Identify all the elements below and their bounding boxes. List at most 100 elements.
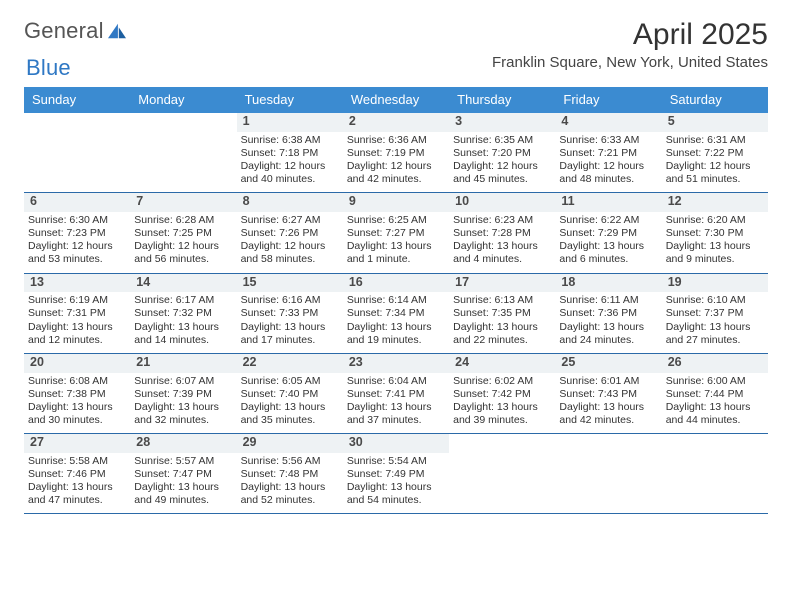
daylight-line: Daylight: 12 hours and 58 minutes. [241,240,339,266]
day-details: Sunrise: 6:30 AMSunset: 7:23 PMDaylight:… [24,212,130,273]
day-number [130,113,236,132]
sunset-line: Sunset: 7:36 PM [559,307,657,320]
sunrise-line: Sunrise: 6:33 AM [559,134,657,147]
weekday-header: Saturday [662,87,768,113]
daylight-line: Daylight: 13 hours and 6 minutes. [559,240,657,266]
daylight-line: Daylight: 12 hours and 48 minutes. [559,160,657,186]
daylight-line: Daylight: 12 hours and 53 minutes. [28,240,126,266]
sunrise-line: Sunrise: 6:04 AM [347,375,445,388]
sunset-line: Sunset: 7:31 PM [28,307,126,320]
sunrise-line: Sunrise: 6:08 AM [28,375,126,388]
sunset-line: Sunset: 7:43 PM [559,388,657,401]
sunset-line: Sunset: 7:23 PM [28,227,126,240]
sunrise-line: Sunrise: 6:23 AM [453,214,551,227]
daylight-line: Daylight: 13 hours and 37 minutes. [347,401,445,427]
day-number: 14 [130,274,236,293]
daylight-line: Daylight: 13 hours and 1 minute. [347,240,445,266]
sunrise-line: Sunrise: 6:13 AM [453,294,551,307]
day-details: Sunrise: 6:08 AMSunset: 7:38 PMDaylight:… [24,373,130,434]
sunrise-line: Sunrise: 6:22 AM [559,214,657,227]
daylight-line: Daylight: 13 hours and 19 minutes. [347,321,445,347]
day-cell: 8Sunrise: 6:27 AMSunset: 7:26 PMDaylight… [237,193,343,272]
day-cell: 12Sunrise: 6:20 AMSunset: 7:30 PMDayligh… [662,193,768,272]
calendar-week: 13Sunrise: 6:19 AMSunset: 7:31 PMDayligh… [24,274,768,354]
sunrise-line: Sunrise: 6:27 AM [241,214,339,227]
sunrise-line: Sunrise: 6:16 AM [241,294,339,307]
day-details: Sunrise: 6:19 AMSunset: 7:31 PMDaylight:… [24,292,130,353]
day-number: 22 [237,354,343,373]
sunset-line: Sunset: 7:26 PM [241,227,339,240]
day-number: 29 [237,434,343,453]
calendar-week: 20Sunrise: 6:08 AMSunset: 7:38 PMDayligh… [24,354,768,434]
daylight-line: Daylight: 13 hours and 30 minutes. [28,401,126,427]
day-number: 7 [130,193,236,212]
sunrise-line: Sunrise: 6:00 AM [666,375,764,388]
logo-word-1: General [24,18,104,44]
day-details: Sunrise: 6:11 AMSunset: 7:36 PMDaylight:… [555,292,661,353]
sunset-line: Sunset: 7:48 PM [241,468,339,481]
daylight-line: Daylight: 13 hours and 9 minutes. [666,240,764,266]
page-title: April 2025 [492,18,768,52]
day-number [662,434,768,453]
day-details: Sunrise: 6:02 AMSunset: 7:42 PMDaylight:… [449,373,555,434]
calendar-week: 1Sunrise: 6:38 AMSunset: 7:18 PMDaylight… [24,113,768,193]
sunset-line: Sunset: 7:21 PM [559,147,657,160]
sunrise-line: Sunrise: 6:05 AM [241,375,339,388]
day-details: Sunrise: 6:04 AMSunset: 7:41 PMDaylight:… [343,373,449,434]
daylight-line: Daylight: 13 hours and 49 minutes. [134,481,232,507]
daylight-line: Daylight: 13 hours and 39 minutes. [453,401,551,427]
day-number: 17 [449,274,555,293]
empty-cell [130,113,236,192]
weekday-header: Monday [130,87,236,113]
day-number: 21 [130,354,236,373]
day-number: 5 [662,113,768,132]
day-number: 11 [555,193,661,212]
sunset-line: Sunset: 7:25 PM [134,227,232,240]
day-cell: 11 Sunrise: 6:22 AMSunset: 7:29 PMDayligh… [555,193,661,272]
day-cell: 24Sunrise: 6:02 AMSunset: 7:42 PMDayligh… [449,354,555,433]
day-details: Sunrise: 5:54 AMSunset: 7:49 PMDaylight:… [343,453,449,514]
day-cell: 26Sunrise: 6:00 AMSunset: 7:44 PMDayligh… [662,354,768,433]
sunrise-line: Sunrise: 6:10 AM [666,294,764,307]
day-cell: 15Sunrise: 6:16 AMSunset: 7:33 PMDayligh… [237,274,343,353]
day-details: Sunrise: 6:10 AMSunset: 7:37 PMDaylight:… [662,292,768,353]
day-cell: 30Sunrise: 5:54 AMSunset: 7:49 PMDayligh… [343,434,449,513]
sunset-line: Sunset: 7:18 PM [241,147,339,160]
weekday-header: Friday [555,87,661,113]
day-number: 13 [24,274,130,293]
sunset-line: Sunset: 7:30 PM [666,227,764,240]
sunset-line: Sunset: 7:35 PM [453,307,551,320]
day-number: 4 [555,113,661,132]
day-number: 16 [343,274,449,293]
sunset-line: Sunset: 7:47 PM [134,468,232,481]
sunset-line: Sunset: 7:44 PM [666,388,764,401]
day-number: 30 [343,434,449,453]
day-details: Sunrise: 6:14 AMSunset: 7:34 PMDaylight:… [343,292,449,353]
day-number: 15 [237,274,343,293]
sunrise-line: Sunrise: 6:11 AM [559,294,657,307]
sunrise-line: Sunrise: 5:56 AM [241,455,339,468]
day-details: Sunrise: 6:25 AMSunset: 7:27 PMDaylight:… [343,212,449,273]
day-details: Sunrise: 6:20 AMSunset: 7:30 PMDaylight:… [662,212,768,273]
sunrise-line: Sunrise: 6:17 AM [134,294,232,307]
calendar-grid: SundayMondayTuesdayWednesdayThursdayFrid… [24,87,768,514]
day-number: 25 [555,354,661,373]
sunset-line: Sunset: 7:33 PM [241,307,339,320]
empty-cell [555,434,661,513]
day-details: Sunrise: 6:05 AMSunset: 7:40 PMDaylight:… [237,373,343,434]
sunset-line: Sunset: 7:29 PM [559,227,657,240]
day-number: 24 [449,354,555,373]
day-details: Sunrise: 6:35 AMSunset: 7:20 PMDaylight:… [449,132,555,193]
empty-cell [449,434,555,513]
sunset-line: Sunset: 7:20 PM [453,147,551,160]
daylight-line: Daylight: 13 hours and 12 minutes. [28,321,126,347]
day-cell: 22Sunrise: 6:05 AMSunset: 7:40 PMDayligh… [237,354,343,433]
day-number: 28 [130,434,236,453]
day-number: 3 [449,113,555,132]
sunrise-line: Sunrise: 6:02 AM [453,375,551,388]
daylight-line: Daylight: 13 hours and 42 minutes. [559,401,657,427]
daylight-line: Daylight: 13 hours and 44 minutes. [666,401,764,427]
daylight-line: Daylight: 13 hours and 35 minutes. [241,401,339,427]
sunset-line: Sunset: 7:46 PM [28,468,126,481]
day-cell: 9Sunrise: 6:25 AMSunset: 7:27 PMDaylight… [343,193,449,272]
